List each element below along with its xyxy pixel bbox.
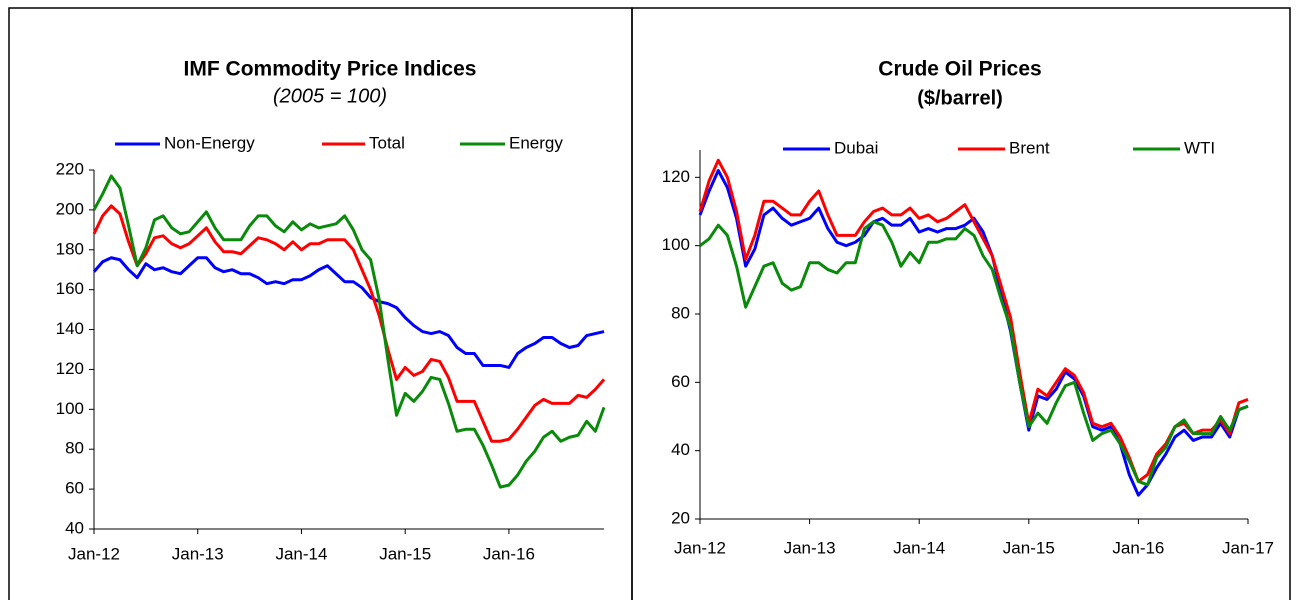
- series-line: [92, 256, 605, 369]
- legend-label: WTI: [1184, 138, 1215, 157]
- legend-label: Non-Energy: [164, 133, 255, 152]
- y-tick-label: 120: [662, 167, 690, 186]
- y-tick-label: 60: [671, 372, 690, 391]
- x-tick-label: Jan-13: [784, 538, 836, 557]
- series-line: [92, 204, 606, 443]
- chart-title: IMF Commodity Price Indices: [184, 58, 477, 81]
- x-tick-label: Jan-16: [483, 544, 535, 563]
- y-tick-label: 80: [65, 439, 84, 458]
- x-tick-label: Jan-15: [379, 544, 431, 563]
- series-line: [92, 174, 606, 489]
- x-tick-label: Jan-16: [1112, 538, 1164, 557]
- y-tick-label: 180: [56, 239, 84, 258]
- y-tick-label: 160: [56, 279, 84, 298]
- x-tick-label: Jan-13: [172, 544, 224, 563]
- x-tick-label: Jan-14: [893, 538, 945, 557]
- right-panel-border: [631, 7, 1291, 600]
- x-tick-label: Jan-12: [674, 538, 726, 557]
- legend-label: Energy: [509, 133, 563, 152]
- y-tick-label: 20: [671, 508, 690, 527]
- chart-title: Crude Oil Prices: [878, 58, 1041, 81]
- y-tick-label: 80: [671, 303, 690, 322]
- y-tick-label: 140: [56, 319, 84, 338]
- y-tick-label: 40: [671, 440, 690, 459]
- chart-subtitle: (2005 = 100): [273, 85, 387, 107]
- y-tick-label: 200: [56, 199, 84, 218]
- legend-label: Dubai: [834, 138, 878, 157]
- chart-subtitle: ($/barrel): [917, 87, 1003, 109]
- y-tick-label: 220: [56, 159, 84, 178]
- x-tick-label: Jan-15: [1003, 538, 1055, 557]
- y-tick-label: 100: [56, 399, 84, 418]
- x-tick-label: Jan-12: [68, 544, 120, 563]
- series-line: [698, 158, 1249, 483]
- y-tick-label: 60: [65, 479, 84, 498]
- y-tick-label: 40: [65, 518, 84, 537]
- x-tick-label: Jan-14: [275, 544, 327, 563]
- legend-label: Total: [369, 133, 405, 152]
- series-line: [699, 220, 1249, 487]
- series-line: [698, 169, 1249, 497]
- y-tick-label: 100: [662, 235, 690, 254]
- x-tick-label: Jan-17: [1222, 538, 1274, 557]
- y-tick-label: 120: [56, 359, 84, 378]
- legend-label: Brent: [1009, 138, 1050, 157]
